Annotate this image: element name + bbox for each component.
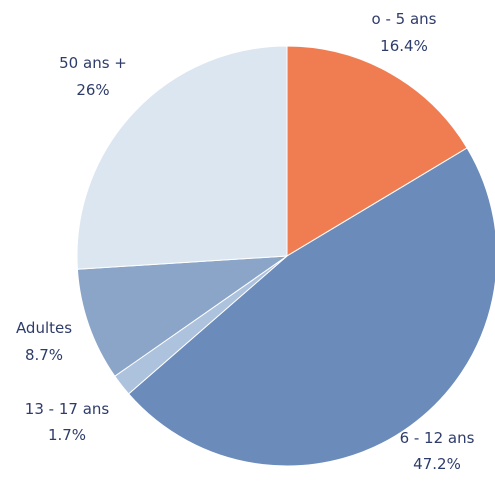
pie-slices [76,45,495,467]
slice-value-50-ans: 26% [76,81,109,99]
pie-slice-6-12-ans [127,147,495,467]
slice-value-6-12-ans: 47.2% [413,455,461,473]
pie-slice-adultes [76,255,289,377]
slice-value-adultes: 8.7% [25,346,63,364]
pie-slice-o-5-ans [286,45,468,257]
slice-label-50-ans: 50 ans + [59,54,127,72]
slice-label-adultes: Adultes [16,319,72,337]
slice-value-13-17-ans: 1.7% [48,426,86,444]
pie-slice-50-ans [76,45,288,270]
slice-label-o-5-ans: o - 5 ans [372,10,437,28]
slice-label-6-12-ans: 6 - 12 ans [400,429,475,447]
pie-labels: o - 5 ans 16.4% 6 - 12 ans 47.2% 13 - 17 ans… [16,10,475,473]
slice-label-13-17-ans: 13 - 17 ans [25,400,110,418]
slice-value-o-5-ans: 16.4% [380,37,428,55]
